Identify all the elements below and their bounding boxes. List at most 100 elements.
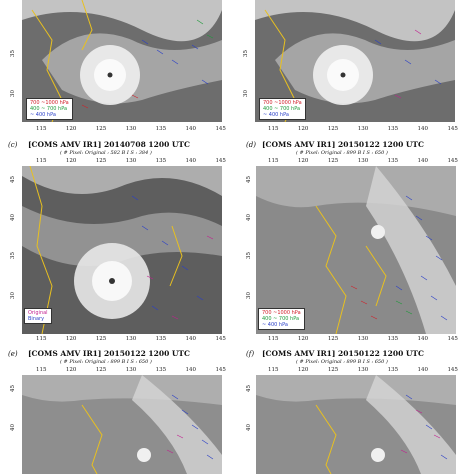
satellite-image-a <box>22 0 222 122</box>
lon-tick: 125 <box>327 126 339 132</box>
lat-label-35-c: 35 <box>10 252 16 259</box>
satellite-image-f <box>256 375 456 474</box>
lon-ticks-b: 115 120 125 130 135 140 145 <box>268 126 458 132</box>
panel-a: 35 30 700 ~1000 hPa 400 ~ 700 hPa ~ 400 … <box>0 0 237 125</box>
panel-subtitle-c: ( # Pixel: Original : 582 B I S : 384 ) <box>60 150 152 156</box>
legend-c: Original Binary <box>24 308 52 324</box>
lon-tick: 120 <box>65 367 77 373</box>
lon-tick: 140 <box>185 126 197 132</box>
legend-high-b: ~ 400 hPa <box>263 112 289 118</box>
lon-ticks-c-bottom: 115 120 125 130 135 140 145 <box>36 336 226 342</box>
lon-tick: 120 <box>297 158 309 164</box>
lon-tick: 130 <box>125 158 137 164</box>
lat-label-30-a: 30 <box>10 90 16 97</box>
lon-tick: 115 <box>36 126 47 132</box>
legend-high-d: ~ 400 hPa <box>262 322 288 328</box>
lon-tick: 145 <box>447 336 458 342</box>
lon-tick: 115 <box>268 367 279 373</box>
lon-tick: 140 <box>417 158 429 164</box>
legend-mid-b: 400 ~ 700 hPa <box>263 106 301 112</box>
lon-tick: 130 <box>357 158 369 164</box>
lon-tick: 140 <box>185 158 197 164</box>
lon-tick: 115 <box>268 126 279 132</box>
lon-tick: 145 <box>215 367 226 373</box>
legend-low-a: 700 ~1000 hPa <box>30 100 69 106</box>
panel-letter-e: (e) <box>8 350 18 358</box>
lon-tick: 145 <box>447 367 458 373</box>
lon-tick: 135 <box>155 367 167 373</box>
lon-tick: 120 <box>297 367 309 373</box>
panel-title-c: [COMS AMV IR1] 20140708 1200 UTC <box>28 140 190 149</box>
lon-tick: 140 <box>417 336 429 342</box>
satellite-image-d <box>256 166 456 334</box>
legend-d: 700 ~1000 hPa 400 ~ 700 hPa ~ 400 hPa <box>258 308 305 330</box>
panel-letter-c: (c) <box>8 141 18 149</box>
lon-tick: 115 <box>268 336 279 342</box>
lon-tick: 145 <box>215 336 226 342</box>
legend-high-a: ~ 400 hPa <box>30 112 56 118</box>
lat-label-30-c: 30 <box>10 292 16 299</box>
panel-letter-d: (d) <box>246 141 256 149</box>
lon-ticks-f-top: 115 120 125 130 135 140 145 <box>268 367 458 373</box>
lon-tick: 135 <box>387 158 399 164</box>
lon-tick: 125 <box>95 336 107 342</box>
lon-ticks-d-bottom: 115 120 125 130 135 140 145 <box>268 336 458 342</box>
lon-ticks-a: 115 120 125 130 135 140 145 <box>36 126 226 132</box>
lon-tick: 125 <box>95 126 107 132</box>
lat-label-35-d: 35 <box>246 252 252 259</box>
lat-label-30-b: 30 <box>243 90 249 97</box>
lon-tick: 135 <box>155 126 167 132</box>
lon-tick: 145 <box>447 126 458 132</box>
lon-tick: 130 <box>357 126 369 132</box>
lon-tick: 120 <box>65 158 77 164</box>
satellite-image-e <box>22 375 222 474</box>
lon-tick: 130 <box>357 367 369 373</box>
lon-tick: 115 <box>268 158 279 164</box>
legend-original-c: Original <box>28 310 48 316</box>
lon-tick: 130 <box>125 336 137 342</box>
lon-tick: 140 <box>417 367 429 373</box>
lon-tick: 135 <box>155 158 167 164</box>
legend-low-b: 700 ~1000 hPa <box>263 100 302 106</box>
legend-binary-c: Binary <box>28 316 45 322</box>
lon-tick: 125 <box>95 158 107 164</box>
panel-title-f: [COMS AMV IR1] 20150122 1200 UTC <box>262 349 424 358</box>
lon-tick: 145 <box>215 126 226 132</box>
lat-label-40-f: 40 <box>246 424 252 431</box>
lon-tick: 135 <box>387 126 399 132</box>
lat-label-45-e: 45 <box>10 385 16 392</box>
panel-letter-f: (f) <box>246 350 255 358</box>
panel-subtitle-e: ( # Pixel: Original : 899 B I S : 650 ) <box>60 359 152 365</box>
lat-label-40-e: 40 <box>10 424 16 431</box>
lon-tick: 115 <box>36 158 47 164</box>
lat-label-45-d: 45 <box>246 176 252 183</box>
lat-label-45-f: 45 <box>246 385 252 392</box>
lat-label-40-c: 40 <box>10 214 16 221</box>
lon-tick: 120 <box>297 336 309 342</box>
lon-tick: 140 <box>185 336 197 342</box>
lon-tick: 140 <box>417 126 429 132</box>
lat-label-40-d: 40 <box>246 214 252 221</box>
lon-ticks-d-top: 115 120 125 130 135 140 145 <box>268 158 458 164</box>
lat-label-45-c: 45 <box>10 176 16 183</box>
lon-tick: 115 <box>36 336 47 342</box>
lon-tick: 145 <box>447 158 458 164</box>
legend-a: 700 ~1000 hPa 400 ~ 700 hPa ~ 400 hPa <box>26 98 73 120</box>
lon-tick: 115 <box>36 367 47 373</box>
lon-tick: 125 <box>327 158 339 164</box>
panel-b: 35 30 700 ~1000 hPa 400 ~ 700 hPa ~ 400 … <box>237 0 474 125</box>
lon-tick: 130 <box>125 126 137 132</box>
satellite-image-c <box>22 166 222 334</box>
lat-label-30-d: 30 <box>246 292 252 299</box>
panel-title-d: [COMS AMV IR1] 20150122 1200 UTC <box>262 140 424 149</box>
legend-b: 700 ~1000 hPa 400 ~ 700 hPa ~ 400 hPa <box>259 98 306 120</box>
lon-tick: 140 <box>185 367 197 373</box>
lon-tick: 130 <box>125 367 137 373</box>
panel-title-e: [COMS AMV IR1] 20150122 1200 UTC <box>28 349 190 358</box>
lat-label-35-b: 35 <box>243 50 249 57</box>
lon-tick: 125 <box>95 367 107 373</box>
legend-mid-d: 400 ~ 700 hPa <box>262 316 300 322</box>
lon-tick: 135 <box>387 367 399 373</box>
lat-label-35-a: 35 <box>10 50 16 57</box>
lon-ticks-e-top: 115 120 125 130 135 140 145 <box>36 367 226 373</box>
